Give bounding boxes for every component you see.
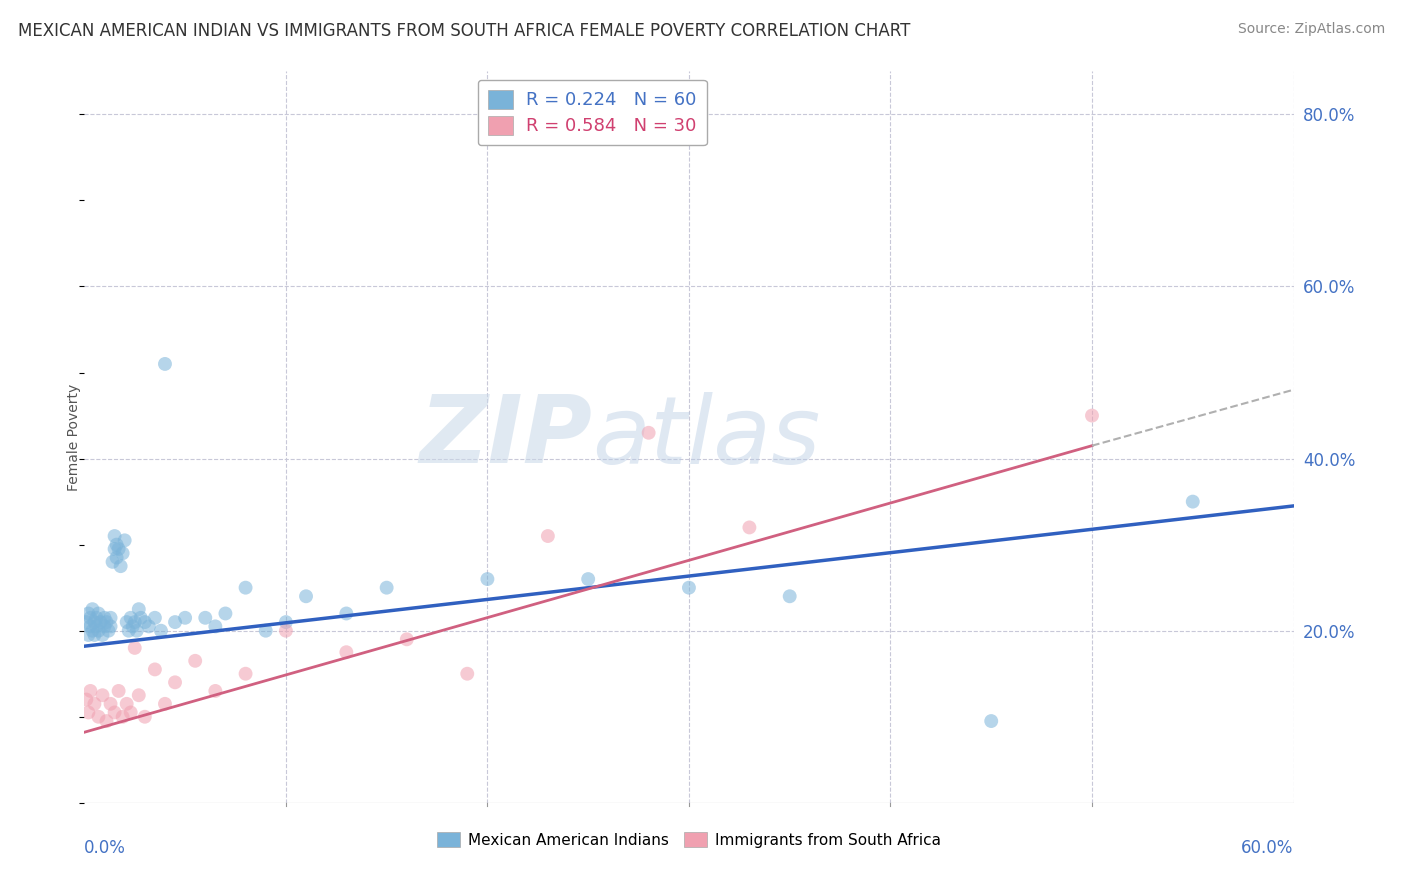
Point — [678, 581, 700, 595]
Point — [91, 688, 114, 702]
Point — [477, 572, 499, 586]
Point — [104, 541, 127, 556]
Text: atlas: atlas — [592, 392, 821, 483]
Point — [1081, 409, 1104, 423]
Point — [128, 688, 150, 702]
Point — [335, 645, 357, 659]
Text: Source: ZipAtlas.com: Source: ZipAtlas.com — [1237, 22, 1385, 37]
Point — [97, 624, 120, 638]
Point — [93, 611, 115, 625]
Point — [87, 607, 110, 621]
Point — [194, 611, 217, 625]
Point — [138, 619, 160, 633]
Point — [75, 615, 97, 629]
Point — [104, 706, 127, 720]
Point — [637, 425, 659, 440]
Point — [204, 619, 226, 633]
Y-axis label: Female Poverty: Female Poverty — [67, 384, 82, 491]
Point — [134, 615, 156, 629]
Point — [111, 546, 134, 560]
Point — [980, 714, 1002, 728]
Point — [143, 662, 166, 676]
Point — [174, 611, 197, 625]
Point — [779, 589, 801, 603]
Point — [93, 619, 115, 633]
Point — [537, 529, 560, 543]
Point — [75, 692, 97, 706]
Point — [77, 706, 100, 720]
Point — [456, 666, 478, 681]
Point — [118, 624, 141, 638]
Point — [125, 624, 148, 638]
Point — [204, 684, 226, 698]
Point — [295, 589, 318, 603]
Text: MEXICAN AMERICAN INDIAN VS IMMIGRANTS FROM SOUTH AFRICA FEMALE POVERTY CORRELATI: MEXICAN AMERICAN INDIAN VS IMMIGRANTS FR… — [18, 22, 911, 40]
Point — [83, 628, 105, 642]
Point — [83, 615, 105, 629]
Point — [105, 538, 128, 552]
Point — [254, 624, 277, 638]
Point — [87, 710, 110, 724]
Point — [235, 581, 257, 595]
Point — [153, 697, 176, 711]
Point — [105, 550, 128, 565]
Point — [128, 602, 150, 616]
Point — [107, 541, 129, 556]
Point — [96, 714, 118, 728]
Point — [395, 632, 418, 647]
Point — [82, 624, 104, 638]
Point — [335, 607, 357, 621]
Point — [107, 684, 129, 698]
Point — [120, 611, 142, 625]
Point — [235, 666, 257, 681]
Point — [89, 615, 111, 629]
Point — [77, 628, 100, 642]
Point — [1181, 494, 1204, 508]
Point — [87, 624, 110, 638]
Point — [91, 628, 114, 642]
Point — [77, 607, 100, 621]
Point — [83, 697, 105, 711]
Point — [86, 619, 108, 633]
Point — [79, 684, 101, 698]
Point — [129, 611, 152, 625]
Point — [110, 559, 132, 574]
Legend: Mexican American Indians, Immigrants from South Africa: Mexican American Indians, Immigrants fro… — [432, 825, 946, 854]
Point — [115, 697, 138, 711]
Point — [124, 640, 146, 655]
Point — [100, 619, 122, 633]
Text: 0.0%: 0.0% — [84, 839, 127, 857]
Point — [143, 611, 166, 625]
Point — [86, 611, 108, 625]
Point — [96, 615, 118, 629]
Point — [114, 533, 136, 548]
Point — [100, 611, 122, 625]
Point — [153, 357, 176, 371]
Point — [149, 624, 172, 638]
Point — [576, 572, 599, 586]
Point — [79, 619, 101, 633]
Point — [134, 710, 156, 724]
Point — [100, 697, 122, 711]
Point — [274, 624, 297, 638]
Point — [121, 619, 143, 633]
Point — [375, 581, 398, 595]
Point — [184, 654, 207, 668]
Text: ZIP: ZIP — [419, 391, 592, 483]
Point — [120, 706, 142, 720]
Point — [214, 607, 236, 621]
Point — [115, 615, 138, 629]
Point — [738, 520, 761, 534]
Text: 60.0%: 60.0% — [1241, 839, 1294, 857]
Point — [165, 615, 187, 629]
Point — [274, 615, 297, 629]
Point — [82, 602, 104, 616]
Point — [79, 611, 101, 625]
Point — [104, 529, 127, 543]
Point — [111, 710, 134, 724]
Point — [165, 675, 187, 690]
Point — [101, 555, 124, 569]
Point — [124, 615, 146, 629]
